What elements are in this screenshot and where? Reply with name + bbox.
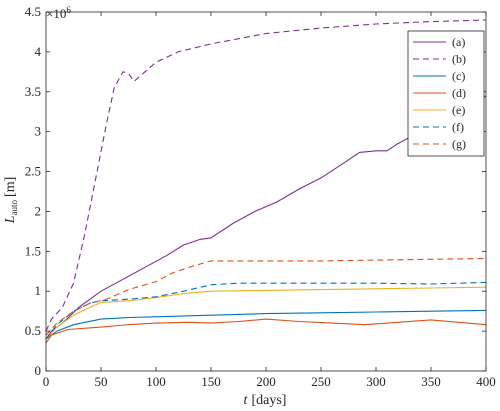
x-tick-label: 250 xyxy=(311,374,331,389)
legend-label: (f) xyxy=(452,120,464,134)
y-tick-label: 2 xyxy=(35,203,42,218)
legend-label: (c) xyxy=(452,69,465,83)
series-line-7 xyxy=(45,257,487,336)
y-tick-label: 3 xyxy=(35,124,42,139)
legend-label: (d) xyxy=(452,86,466,100)
series-line-5 xyxy=(45,286,487,340)
legend: (a) (b) (c) (d) (e) (f) (g) xyxy=(407,30,485,157)
series-line-3 xyxy=(45,309,487,340)
x-tick-label: 300 xyxy=(366,374,386,389)
y-tick-label: 3.5 xyxy=(25,84,41,99)
y-multiplier: ×106 xyxy=(46,5,71,21)
series-line-4 xyxy=(45,318,487,344)
legend-label: (b) xyxy=(452,52,466,66)
y-tick-label: 4.5 xyxy=(25,4,41,19)
x-tick-label: 400 xyxy=(476,374,496,389)
y-tick-label: 1.5 xyxy=(25,243,41,258)
x-axis-label: t [days] xyxy=(244,393,287,408)
series-line-1 xyxy=(45,95,487,340)
x-tick-label: 350 xyxy=(421,374,441,389)
series-line-2 xyxy=(45,19,487,332)
x-tick-label: 100 xyxy=(146,374,166,389)
y-tick-label: 4 xyxy=(35,44,42,59)
legend-label: (a) xyxy=(452,35,465,49)
series-line-6 xyxy=(45,281,487,340)
x-tick-label: 50 xyxy=(95,374,108,389)
x-tick-label: 200 xyxy=(256,374,276,389)
y-tick-label: 0 xyxy=(35,363,42,378)
x-tick-label: 150 xyxy=(201,374,221,389)
y-tick-label: 0.5 xyxy=(25,323,41,338)
plot-layer xyxy=(45,19,487,344)
y-axis-label: Lauto[m] xyxy=(3,177,19,225)
legend-label: (g) xyxy=(452,137,466,151)
legend-label: (e) xyxy=(452,103,465,117)
x-tick-label: 0 xyxy=(43,374,50,389)
y-tick-label: 1 xyxy=(35,283,42,298)
y-tick-label: 2.5 xyxy=(25,164,41,179)
ticks-layer: 0 50 100 150 200 250 300 350 400 0 0.5 1 1.5 2 2.5 3 3.5… xyxy=(25,4,496,389)
